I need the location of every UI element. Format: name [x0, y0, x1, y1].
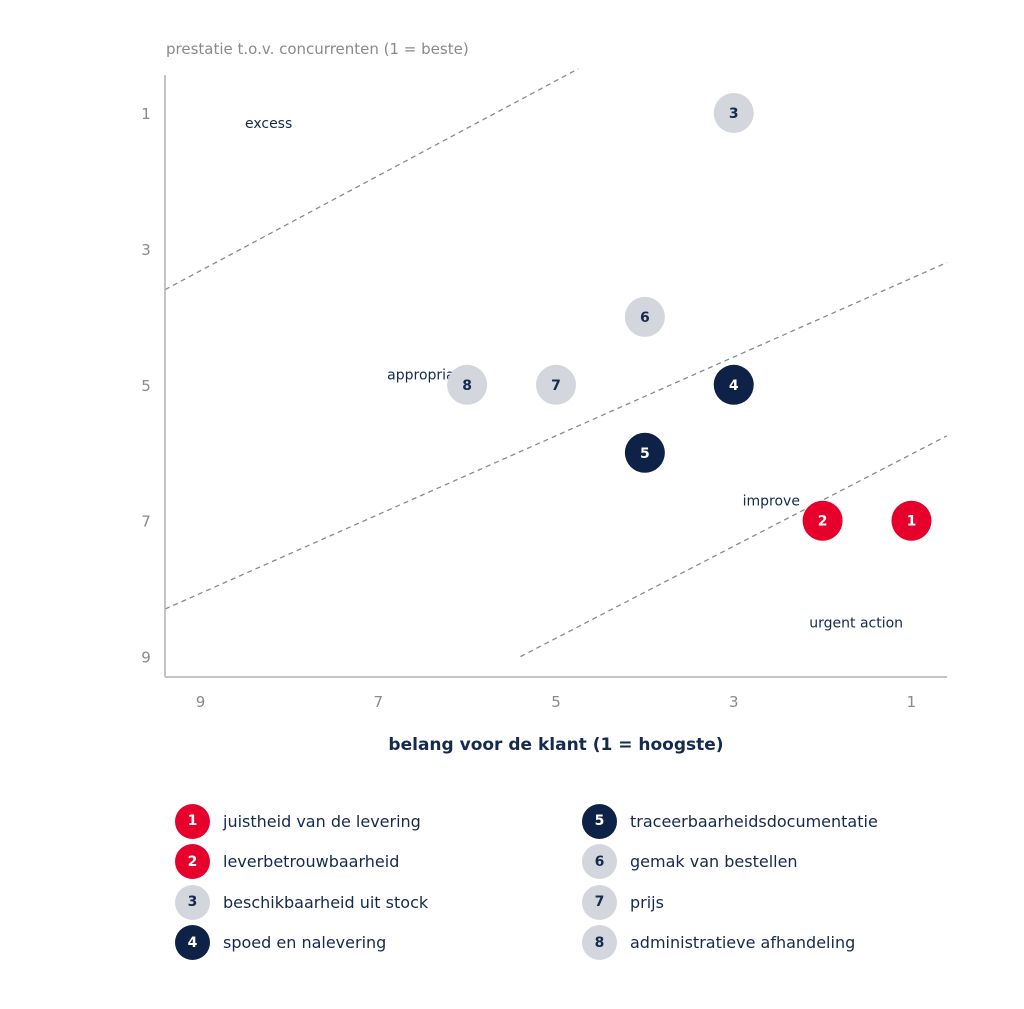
point-label-8: 8 [462, 378, 472, 394]
point-label-6: 6 [640, 310, 650, 326]
y-tick-label-7: 7 [141, 513, 151, 531]
legend-label-6: gemak van bestellen [630, 852, 798, 871]
x-tick-label-7: 7 [373, 693, 383, 711]
legend-badge-6: 6 [582, 844, 617, 879]
point-label-2: 2 [818, 514, 828, 530]
legend: 1 juistheid van de levering 2 leverbetrouwb… [175, 803, 895, 973]
legend-item-6: 6 gemak van bestellen [582, 844, 798, 880]
y-tick-label-1: 1 [141, 105, 151, 123]
point-4 [713, 364, 754, 405]
legend-label-5: traceerbaarheidsdocumentatie [630, 811, 878, 831]
legend-label-1: juistheid van de levering [223, 811, 421, 831]
point-2 [802, 500, 843, 541]
boundary-line-2 [164, 261, 948, 610]
point-5 [624, 432, 665, 473]
zone-label-excess: excess [245, 116, 292, 132]
legend-item-7: 7 prijs [582, 884, 664, 920]
legend-label-4: spoed en nalevering [223, 933, 387, 952]
x-tick-label-9: 9 [196, 693, 206, 711]
legend-item-5: 5 traceerbaarheidsdocumentatie [582, 803, 878, 839]
zone-label-improve: improve [743, 493, 800, 509]
legend-badge-4: 4 [175, 925, 210, 960]
boundary-line-3 [520, 435, 948, 658]
point-6 [624, 296, 665, 337]
point-label-5: 5 [640, 446, 650, 462]
legend-item-3: 3 beschikbaarheid uit stock [175, 884, 428, 920]
legend-badge-3: 3 [175, 884, 210, 920]
point-7 [536, 364, 576, 405]
legend-badge-5: 5 [582, 803, 617, 839]
y-tick-label-9: 9 [141, 649, 151, 667]
legend-item-4: 4 spoed en nalevering [175, 925, 386, 961]
legend-item-8: 8 administratieve afhandeling [582, 925, 855, 961]
legend-badge-1: 1 [175, 803, 210, 839]
point-label-7: 7 [551, 378, 561, 394]
boundary-line-1 [164, 68, 579, 291]
legend-label-2: leverbetrouwbaarheid [223, 852, 400, 871]
y-tick-label-3: 3 [141, 241, 151, 259]
x-axis-label: belang voor de klant (1 = hoogste) [388, 735, 724, 755]
point-8 [447, 364, 488, 405]
x-tick-label-3: 3 [729, 693, 739, 711]
legend-label-3: beschikbaarheid uit stock [223, 892, 429, 912]
legend-label-8: administratieve afhandeling [630, 933, 856, 952]
legend-item-1: 1 juistheid van de levering [175, 803, 421, 839]
x-tick-label-5: 5 [551, 693, 561, 711]
legend-badge-2: 2 [175, 844, 210, 879]
point-label-4: 4 [729, 378, 739, 394]
legend-label-7: prijs [630, 892, 664, 912]
legend-item-2: 2 leverbetrouwbaarheid [175, 844, 399, 880]
y-tick-label-5: 5 [141, 377, 151, 395]
legend-badge-8: 8 [582, 925, 617, 960]
y-axis-label: prestatie t.o.v. concurrenten (1 = beste… [166, 40, 469, 58]
point-3 [713, 93, 754, 133]
zone-label-urgent-action: urgent action [809, 616, 903, 632]
point-1 [891, 500, 932, 541]
point-label-3: 3 [729, 106, 739, 122]
x-tick-label-1: 1 [907, 693, 917, 711]
legend-badge-7: 7 [582, 884, 617, 920]
point-label-1: 1 [907, 514, 917, 530]
